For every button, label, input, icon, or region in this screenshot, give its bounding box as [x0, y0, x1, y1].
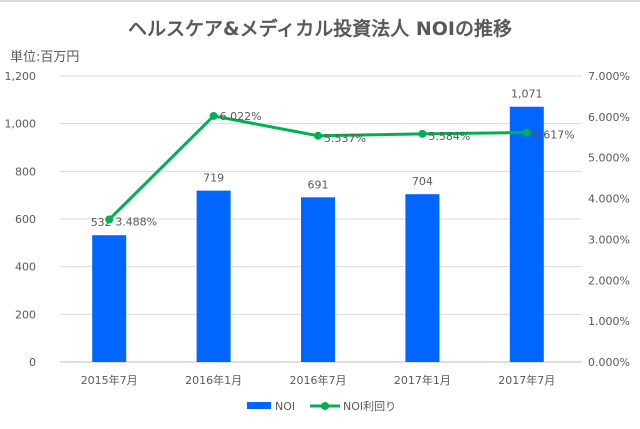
bar-data-label: 704 — [412, 175, 433, 188]
left-tick-label: 1,200 — [5, 70, 37, 83]
category-label: 2017年1月 — [394, 373, 451, 387]
line-point — [418, 129, 427, 138]
right-tick-label: 1.000% — [588, 315, 630, 328]
right-tick-label: 2.000% — [588, 274, 630, 287]
line-data-label: 5.537% — [324, 132, 366, 145]
legend-label-yield: NOI利回り — [343, 400, 396, 413]
legend-label-noi: NOI — [275, 400, 295, 413]
bar-noi — [196, 190, 231, 362]
right-tick-label: 4.000% — [588, 193, 630, 206]
left-tick-label: 800 — [15, 165, 36, 178]
line-data-label: 5.617% — [533, 129, 575, 142]
legend-marker-yield — [321, 402, 329, 410]
right-tick-label: 6.000% — [588, 111, 630, 124]
unit-label: 単位:百万円 — [10, 50, 80, 65]
category-label: 2017年7月 — [498, 373, 555, 387]
left-tick-label: 400 — [15, 261, 36, 274]
right-tick-label: 3.000% — [588, 233, 630, 246]
line-point — [105, 215, 114, 224]
line-data-label: 5.584% — [428, 130, 470, 143]
bar-data-label: 691 — [308, 178, 329, 191]
right-tick-label: 7.000% — [588, 70, 630, 83]
line-data-label: 3.488% — [115, 215, 157, 228]
line-data-label: 6.022% — [220, 110, 262, 123]
left-tick-label: 200 — [15, 308, 36, 321]
line-point — [209, 111, 218, 120]
bar-noi — [92, 235, 127, 362]
left-tick-label: 1,000 — [5, 118, 37, 131]
bar-data-label: 1,071 — [511, 88, 543, 101]
left-tick-label: 600 — [15, 213, 36, 226]
category-label: 2015年7月 — [81, 373, 138, 387]
bar-noi — [405, 194, 440, 362]
category-label: 2016年7月 — [290, 373, 347, 387]
left-tick-label: 0 — [29, 356, 36, 369]
legend-swatch-noi — [247, 402, 271, 409]
bar-noi — [509, 106, 544, 363]
line-point — [314, 131, 322, 140]
bar-data-label: 719 — [203, 172, 224, 185]
line-point — [522, 128, 531, 137]
right-tick-label: 0.000% — [588, 356, 630, 369]
right-tick-label: 5.000% — [588, 152, 630, 165]
category-label: 2016年1月 — [185, 373, 242, 387]
chart-title: ヘルスケア&メディカル投資法人 NOIの推移 — [128, 18, 512, 40]
bar-noi — [301, 197, 335, 362]
